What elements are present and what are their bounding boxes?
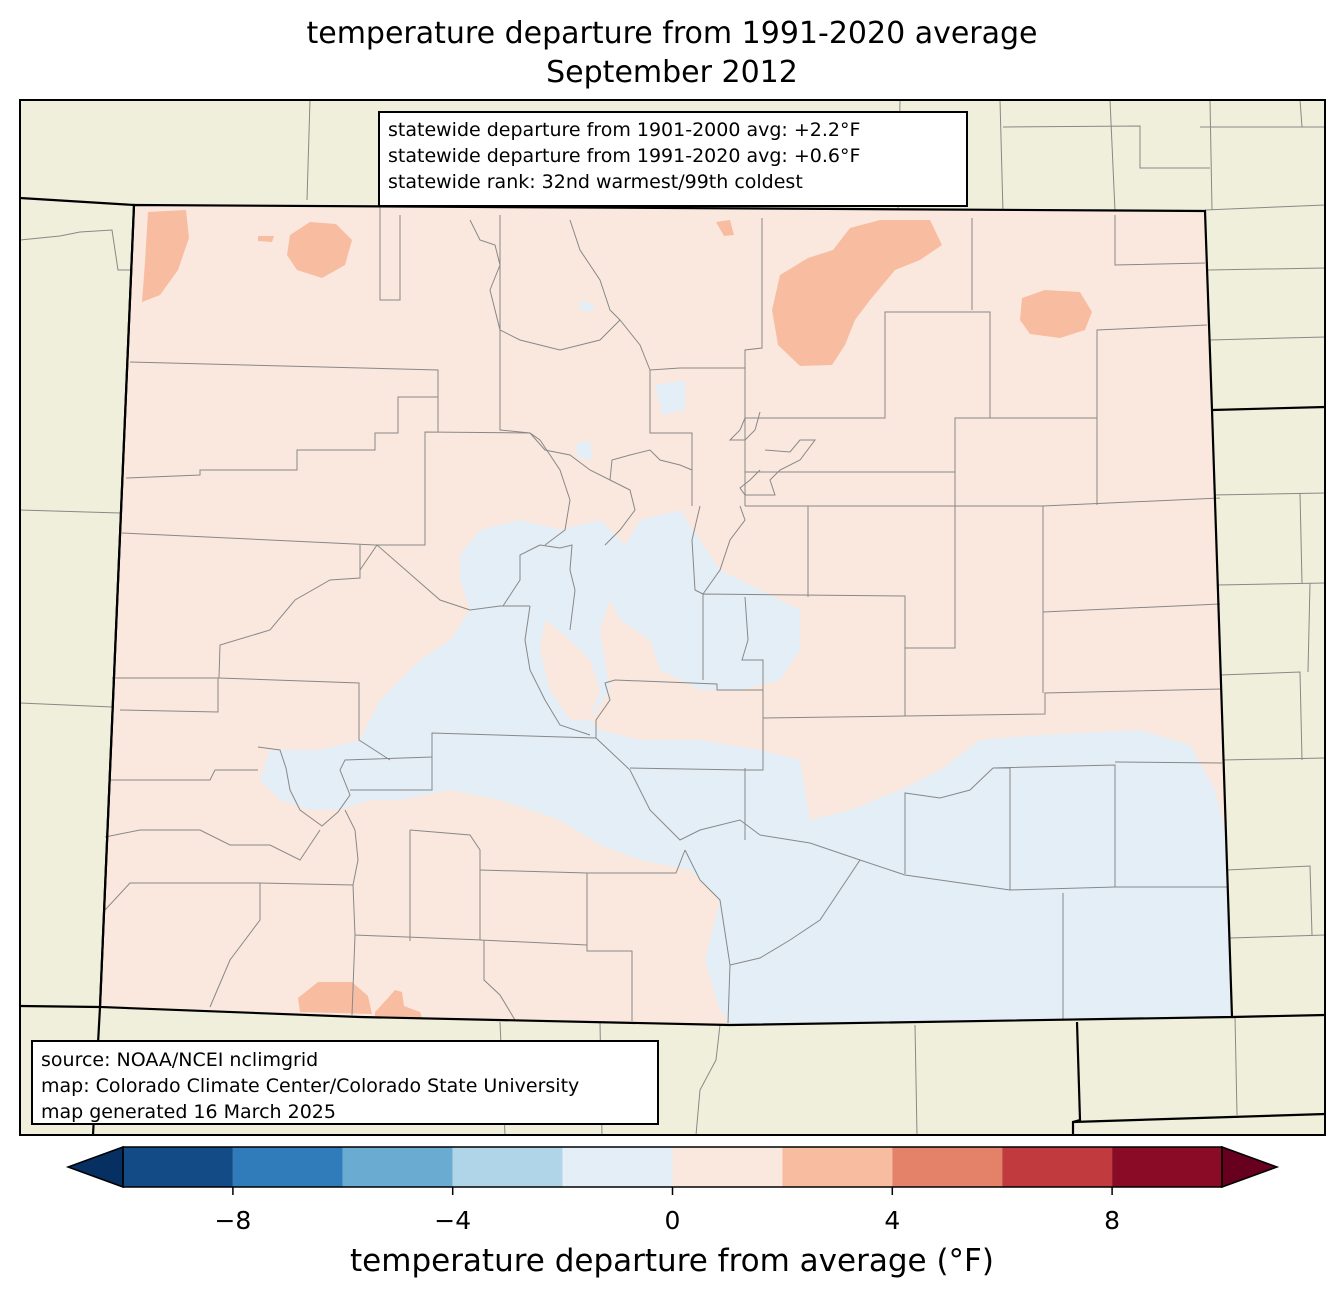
colorado-county-lines: [104, 205, 1227, 1024]
stat-line-1901-2000: statewide departure from 1901-2000 avg: …: [388, 119, 861, 141]
colorbar: [65, 1145, 1280, 1195]
credit-line: map: Colorado Climate Center/Colorado St…: [41, 1075, 580, 1097]
colorbar-bin-5: [672, 1147, 783, 1187]
colorbar-bin-2: [342, 1147, 453, 1187]
colorbar-bin-3: [452, 1147, 563, 1187]
colorbar-bin-4: [562, 1147, 673, 1187]
colorbar-bin-1: [232, 1147, 343, 1187]
source-box: source: NOAA/NCEI nclimgrid map: Colorad…: [31, 1040, 659, 1125]
colorbar-label: temperature departure from average (°F): [350, 1243, 994, 1279]
generated-line: map generated 16 March 2025: [41, 1101, 336, 1123]
colorbar-tick-label: 0: [664, 1206, 681, 1235]
statewide-stats-box: statewide departure from 1901-2000 avg: …: [378, 111, 968, 207]
above-average-regions: [142, 210, 1092, 1018]
map-title: temperature departure from 1991-2020 ave…: [306, 16, 1038, 51]
colorbar-bin-0: [123, 1147, 233, 1187]
colorbar-over-arrow: [1221, 1145, 1280, 1189]
colorbar-tick-label: −8: [214, 1206, 252, 1235]
stat-line-rank: statewide rank: 32nd warmest/99th coldes…: [388, 171, 803, 193]
colorbar-bin-9: [1112, 1147, 1222, 1187]
colorbar-under-arrow: [65, 1145, 124, 1189]
colorbar-tick-label: 8: [1104, 1206, 1121, 1235]
colorbar-bin-6: [782, 1147, 893, 1187]
colorbar-tick-label: 4: [884, 1206, 901, 1235]
colorbar-tick-label: −4: [434, 1206, 472, 1235]
below-average-regions: [260, 300, 1232, 1025]
map-subtitle: September 2012: [546, 55, 798, 90]
stat-line-1991-2020: statewide departure from 1991-2020 avg: …: [388, 145, 861, 167]
map-frame-border: [19, 99, 1326, 1136]
colorbar-bin-7: [892, 1147, 1003, 1187]
colorbar-bin-8: [1002, 1147, 1113, 1187]
source-line: source: NOAA/NCEI nclimgrid: [41, 1049, 319, 1071]
